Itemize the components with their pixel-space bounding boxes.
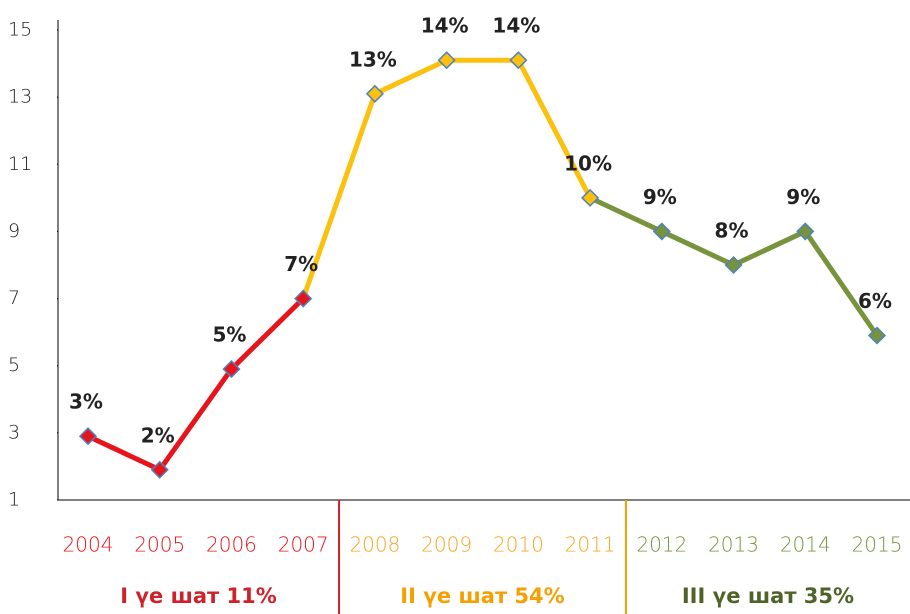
x-tick-label: 2009 xyxy=(421,533,472,557)
y-tick-label: 9 xyxy=(8,220,20,242)
marker xyxy=(509,51,528,70)
y-tick-label: 15 xyxy=(8,19,32,41)
x-tick-label: 2015 xyxy=(852,533,903,557)
line xyxy=(300,57,593,300)
marker xyxy=(150,460,169,479)
x-tick-label: 2011 xyxy=(565,533,616,557)
data-label: 9% xyxy=(786,185,820,209)
data-label: 7% xyxy=(284,252,318,276)
marker xyxy=(867,326,887,345)
marker xyxy=(294,289,313,308)
y-tick-label: 11 xyxy=(8,153,32,175)
data-label: 5% xyxy=(212,323,246,347)
data-label: 13% xyxy=(349,47,397,71)
data-label: 6% xyxy=(858,289,892,313)
data-label: 2% xyxy=(141,423,175,447)
x-tick-label: 2004 xyxy=(63,533,114,557)
y-tick-label: 5 xyxy=(8,354,20,376)
data-label: 3% xyxy=(69,390,103,414)
x-tick-label: 2010 xyxy=(493,533,544,557)
marker xyxy=(78,427,98,446)
x-tick-label: 2006 xyxy=(206,533,257,557)
y-tick-label: 1 xyxy=(8,489,20,511)
marker xyxy=(796,222,815,241)
line xyxy=(86,296,305,473)
phase-label: ІІІ үе шат 35% xyxy=(682,584,854,608)
data-label: 14% xyxy=(421,14,469,38)
x-tick-label: 2012 xyxy=(636,533,687,557)
y-tick-label: 7 xyxy=(8,287,20,309)
x-tick-label: 2005 xyxy=(134,533,185,557)
data-label: 9% xyxy=(643,185,677,209)
marker xyxy=(222,360,241,379)
x-tick-label: 2008 xyxy=(349,533,400,557)
data-label: 10% xyxy=(564,151,612,175)
y-tick-label: 3 xyxy=(8,421,20,443)
marker xyxy=(581,188,600,207)
x-tick-label: 2007 xyxy=(278,533,329,557)
data-label: 8% xyxy=(715,219,749,243)
marker xyxy=(365,84,384,103)
data-label: 14% xyxy=(492,14,540,38)
x-tick-label: 2014 xyxy=(780,533,831,557)
marker xyxy=(724,255,743,275)
marker xyxy=(652,222,671,241)
x-tick-label: 2013 xyxy=(708,533,759,557)
marker xyxy=(437,51,456,70)
y-tick-label: 13 xyxy=(8,86,32,108)
phase-label: ІІ үе шат 54% xyxy=(400,584,564,608)
phase-label: І үе шат 11% xyxy=(120,584,277,608)
